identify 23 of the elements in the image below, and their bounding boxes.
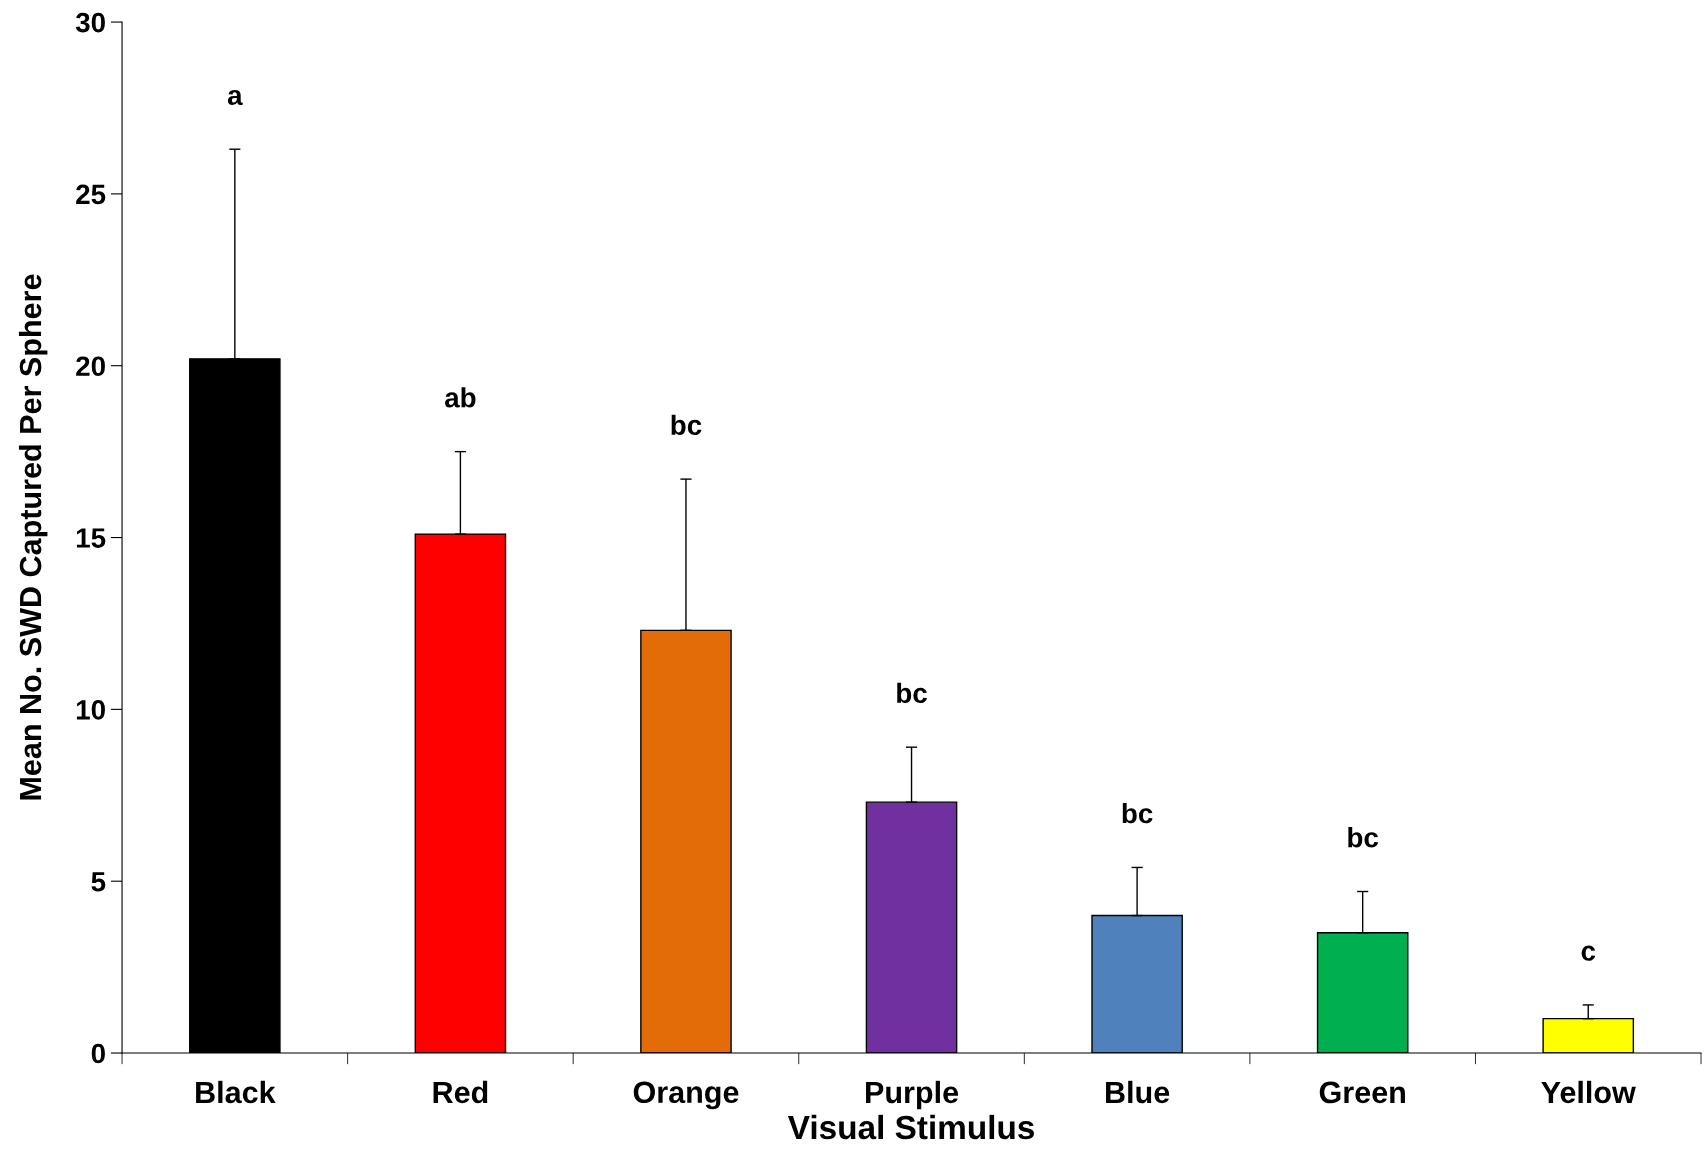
y-tick-label: 5	[91, 872, 106, 892]
x-tick-label: Orange	[633, 1081, 739, 1110]
y-tick-label: 0	[91, 1043, 105, 1064]
y-axis-title: Mean No. SWD Captured Per Sphere	[18, 274, 48, 800]
annotation: bc	[1122, 802, 1153, 824]
x-tick-label: Blue	[1106, 1080, 1170, 1104]
x-tick-label: Purple	[866, 1080, 959, 1110]
y-tick-label: 15	[76, 528, 106, 548]
annotation: bc	[671, 414, 702, 436]
y-tick-label: 30	[75, 12, 105, 33]
x-tick-label: Black	[196, 1080, 276, 1104]
annotation: c	[1581, 945, 1596, 961]
y-tick-label: 20	[76, 356, 105, 377]
annotation: bc	[897, 682, 927, 704]
annotation: a	[227, 89, 243, 106]
y-tick-label: 25	[76, 184, 106, 205]
annotation: ab	[445, 387, 476, 408]
x-tick-label: Yellow	[1541, 1080, 1636, 1104]
x-tick-label: Red	[433, 1080, 488, 1104]
x-tick-label: Green	[1319, 1081, 1405, 1104]
x-axis-title: Visual Stimulus	[787, 1114, 1034, 1140]
y-tick-label: 10	[76, 700, 105, 720]
annotation: bc	[1348, 827, 1379, 848]
